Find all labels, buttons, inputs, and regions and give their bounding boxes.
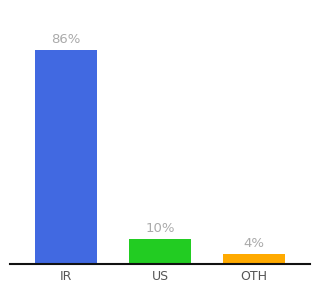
Text: 4%: 4% <box>244 237 265 250</box>
Text: 10%: 10% <box>145 222 175 236</box>
Bar <box>223 254 284 264</box>
Text: 86%: 86% <box>51 33 81 46</box>
Bar <box>36 50 97 264</box>
Bar <box>130 239 190 264</box>
